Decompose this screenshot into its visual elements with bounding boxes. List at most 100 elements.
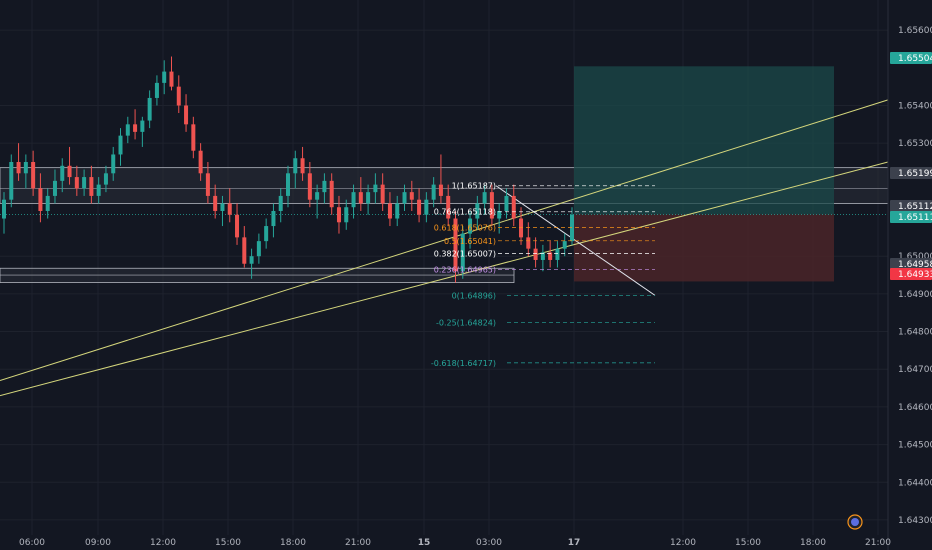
candle-body: [329, 180, 334, 208]
x-tick-label: 03:00: [476, 538, 502, 548]
price-tag-bg: [890, 167, 932, 179]
candle: [9, 154, 14, 208]
candle-body: [402, 192, 407, 204]
candle-body: [278, 195, 283, 211]
candle: [264, 218, 269, 249]
candle-body: [140, 120, 145, 132]
candle-body: [154, 82, 159, 98]
price-tag-label: 1.64958: [898, 260, 932, 270]
candle: [540, 244, 545, 272]
x-tick-label: 18:00: [280, 538, 306, 548]
candle-body: [366, 192, 371, 204]
candle-body: [89, 177, 94, 196]
candle-body: [133, 124, 138, 132]
candle-body: [526, 237, 531, 249]
fib-label: 0(1.64896): [452, 291, 496, 300]
candle-body: [424, 199, 429, 215]
target-zone: [574, 66, 834, 215]
candle: [45, 188, 50, 219]
candle: [38, 173, 43, 223]
candle-body: [16, 162, 21, 174]
candle-body: [511, 195, 516, 219]
candle-body: [300, 158, 305, 174]
candle: [504, 188, 509, 219]
candle-body: [38, 188, 43, 211]
candle-body: [264, 226, 269, 242]
price-tag-label: 1.64933: [898, 270, 932, 280]
stop-zone: [574, 214, 834, 282]
candle: [1, 192, 7, 234]
candle: [562, 233, 567, 257]
candle: [358, 177, 363, 211]
price-tag-bg: [890, 200, 932, 212]
candle-body: [373, 184, 378, 193]
long-position-tool[interactable]: [0, 66, 888, 282]
candle: [511, 184, 516, 227]
candle-body: [96, 184, 101, 196]
candle: [402, 184, 407, 211]
y-tick-label: 1.65300: [898, 139, 932, 149]
tradingview-logo-icon[interactable]: [847, 514, 863, 530]
y-tick-label: 1.65400: [898, 101, 932, 111]
candle-body: [74, 177, 79, 189]
candle-body: [271, 210, 276, 227]
fibonacci-retracement[interactable]: 1(1.65187) 0.764(1.65118) 0.618(1.65076) 0.…: [431, 182, 655, 368]
x-tick-label: 17: [568, 538, 581, 548]
candle-body: [497, 210, 502, 219]
y-tick-label: 1.64700: [898, 365, 932, 375]
candle-body: [482, 192, 487, 204]
price-tag: 1.65111: [890, 211, 932, 223]
x-tick-label: 18:00: [800, 538, 826, 548]
candle: [74, 165, 79, 196]
candle-body: [256, 241, 261, 257]
price-axis[interactable]: 1.65600 1.65400 1.65300 1.65000 1.64900 1.648…: [887, 0, 932, 550]
price-tag-bg: [890, 258, 932, 270]
candle-body: [315, 192, 320, 200]
candle: [147, 90, 152, 129]
candle: [373, 173, 378, 204]
fib-label: -0.618(1.64717): [431, 359, 496, 368]
fib-label: 0.382(1.65007): [434, 250, 496, 259]
candle: [409, 180, 414, 211]
candle-body: [162, 71, 167, 83]
candle-body: [395, 203, 400, 219]
x-tick-label: 15:00: [215, 538, 241, 548]
candle: [380, 173, 385, 211]
candle: [533, 237, 538, 268]
candle: [133, 109, 138, 140]
candle-body: [351, 192, 356, 208]
x-tick-label: 21:00: [345, 538, 371, 548]
y-tick-label: 1.65000: [898, 252, 932, 262]
candle-body: [60, 165, 65, 181]
x-tick-label: 21:00: [865, 538, 891, 548]
candle: [169, 56, 174, 91]
candle: [366, 184, 371, 215]
candle-body: [387, 203, 392, 219]
candle-body: [460, 233, 465, 272]
candle-body: [220, 203, 225, 211]
candle: [417, 188, 422, 223]
candle-body: [446, 195, 451, 219]
x-tick-label: 15: [418, 538, 431, 548]
candle-body: [1, 199, 7, 219]
fib-label: 0.5(1.65041): [444, 237, 496, 246]
candle-body: [31, 162, 36, 189]
time-axis[interactable]: 06:00 09:00 12:00 15:00 18:00 21:00 15 03:00 17 1…: [19, 538, 891, 548]
candle-body: [453, 218, 458, 272]
candle: [67, 146, 72, 185]
candle: [162, 60, 167, 95]
y-tick-label: 1.65600: [898, 26, 932, 36]
price-tag: 1.65504: [890, 52, 932, 64]
candle: [453, 210, 458, 283]
candle: [475, 195, 480, 230]
price-tag-bg: [890, 52, 932, 64]
candle: [82, 169, 87, 196]
fib-label: 0.764(1.65118): [434, 208, 496, 217]
candle: [548, 241, 553, 268]
candle: [205, 162, 210, 204]
candle-body: [475, 203, 480, 219]
price-tag: 1.65199: [890, 167, 932, 179]
x-tick-label: 06:00: [19, 538, 45, 548]
candle-body: [468, 218, 473, 234]
